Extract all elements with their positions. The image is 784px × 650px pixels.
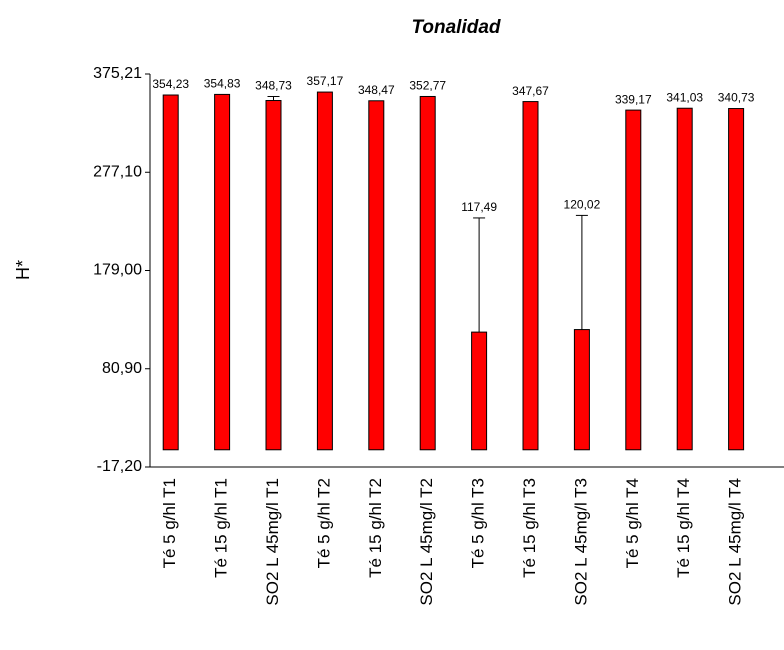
x-tick-label: Té 5 g/hl T3 bbox=[469, 478, 488, 568]
chart-title: Tonalidad bbox=[411, 17, 500, 38]
y-tick-label: 375,21 bbox=[93, 65, 142, 82]
error-bar bbox=[473, 217, 486, 333]
bar bbox=[471, 331, 488, 451]
value-label: 354,83 bbox=[204, 77, 241, 91]
bar bbox=[419, 95, 436, 451]
bar bbox=[162, 94, 179, 451]
bar bbox=[573, 329, 590, 451]
bar bbox=[676, 107, 693, 451]
y-tick-label: 179,00 bbox=[93, 262, 142, 279]
x-tick-label: Té 5 g/hl T2 bbox=[314, 478, 333, 568]
value-label: 354,23 bbox=[152, 77, 189, 91]
value-label: 117,49 bbox=[461, 200, 497, 214]
value-label: 352,77 bbox=[409, 79, 446, 93]
bar bbox=[368, 100, 385, 451]
x-tick-label: Té 15 g/hl T3 bbox=[520, 478, 539, 578]
x-tick-label: SO2 L 45mg/l T4 bbox=[726, 478, 745, 606]
value-label: 339,17 bbox=[615, 92, 652, 106]
bar bbox=[214, 93, 231, 451]
x-tick-label: Té 5 g/hl T4 bbox=[623, 478, 642, 568]
value-label: 348,47 bbox=[358, 83, 395, 97]
value-label: 120,02 bbox=[564, 198, 601, 212]
x-tick-label: Té 15 g/hl T4 bbox=[674, 478, 693, 578]
bar bbox=[316, 91, 333, 451]
x-tick-label: SO2 L 45mg/l T3 bbox=[571, 478, 590, 606]
x-tick-label: SO2 L 45mg/l T2 bbox=[417, 478, 436, 606]
bar bbox=[522, 101, 539, 451]
x-tick-label: SO2 L 45mg/l T1 bbox=[263, 478, 282, 606]
x-tick-label: Té 15 g/hl T2 bbox=[366, 478, 385, 578]
value-label: 341,03 bbox=[666, 90, 703, 104]
value-label: 348,73 bbox=[255, 79, 292, 93]
error-bar bbox=[575, 214, 588, 330]
error-bar bbox=[267, 96, 280, 101]
value-label: 347,67 bbox=[512, 84, 549, 98]
y-tick-label: 80,90 bbox=[102, 360, 142, 377]
bar bbox=[625, 109, 642, 451]
y-tick-label: 277,10 bbox=[93, 163, 142, 180]
bar bbox=[265, 100, 282, 451]
y-tick-label: -17,20 bbox=[97, 458, 142, 475]
x-tick-label: Té 5 g/hl T1 bbox=[160, 478, 179, 568]
value-label: 340,73 bbox=[718, 91, 755, 105]
y-axis-label: H* bbox=[13, 260, 33, 280]
x-tick-label: Té 15 g/hl T1 bbox=[212, 478, 231, 578]
bar bbox=[728, 108, 745, 451]
value-label: 357,17 bbox=[307, 74, 344, 88]
